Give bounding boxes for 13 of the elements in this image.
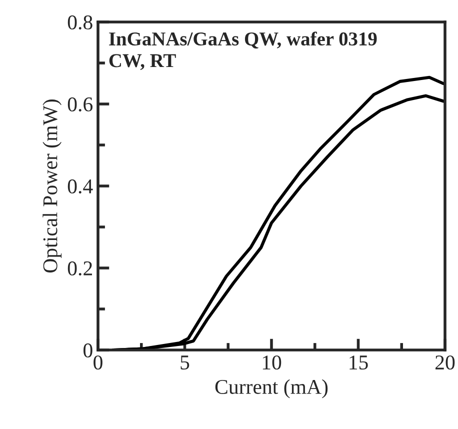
x-axis-title: Current (mA) bbox=[215, 379, 328, 398]
annotation: InGaNAs/GaAs QW, wafer 0319 CW, RT bbox=[109, 32, 377, 70]
y-tick-label: 0.2 bbox=[68, 261, 92, 276]
y-axis-title: Optical Power (mW) bbox=[42, 100, 62, 272]
y-tick-label: 0 bbox=[84, 343, 92, 358]
x-tick-label: 5 bbox=[180, 356, 190, 370]
y-tick-label: 0.6 bbox=[68, 97, 93, 112]
y-tick-label: 0.4 bbox=[68, 179, 93, 194]
x-tick-label: 0 bbox=[94, 355, 102, 370]
x-tick-label: 20 bbox=[436, 355, 455, 370]
x-tick-label: 15 bbox=[350, 356, 368, 370]
y-tick-label: 0.8 bbox=[68, 15, 92, 30]
x-tick-label: 10 bbox=[262, 355, 282, 370]
